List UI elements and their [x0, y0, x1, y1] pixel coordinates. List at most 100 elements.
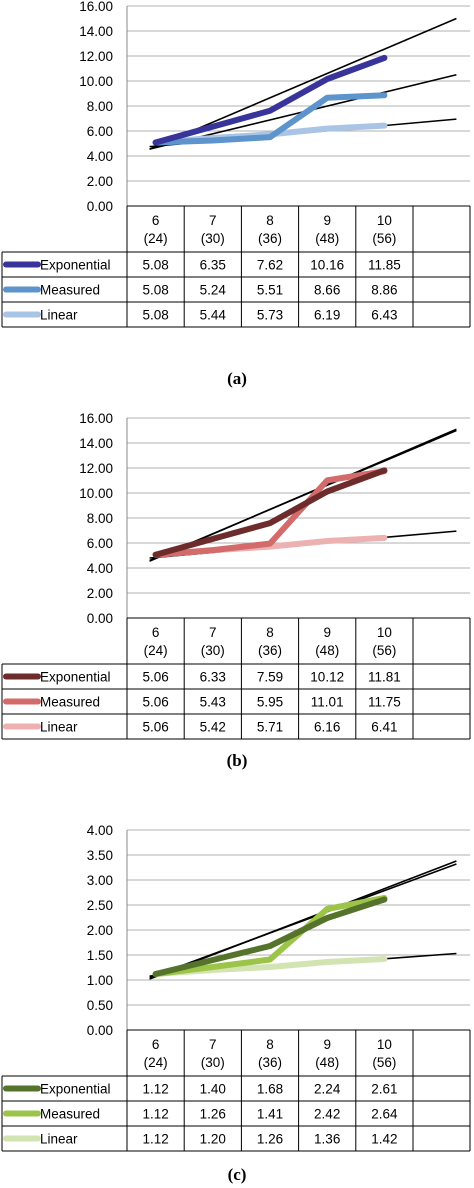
- data-value-label: 5.06: [142, 720, 168, 735]
- figure-caption: (c): [228, 1165, 247, 1184]
- category-label: 6: [152, 1037, 160, 1052]
- data-value-label: 5.06: [142, 670, 168, 685]
- data-value-label: 1.12: [142, 1132, 168, 1147]
- data-value-label: 6.19: [314, 308, 340, 323]
- category-sublabel: (30): [201, 643, 225, 658]
- y-tick-label: 10.00: [79, 74, 113, 89]
- y-tick-label: 2.00: [87, 586, 113, 601]
- data-value-label: 5.08: [142, 283, 168, 298]
- y-tick-label: 10.00: [79, 486, 113, 501]
- data-value-label: 5.73: [257, 308, 283, 323]
- trendline: [149, 429, 457, 562]
- y-tick-label: 1.00: [87, 973, 113, 988]
- y-tick-label: 6.00: [87, 124, 113, 139]
- data-value-label: 5.42: [200, 720, 226, 735]
- data-value-label: 1.68: [257, 1082, 283, 1097]
- category-sublabel: (24): [144, 643, 168, 658]
- y-tick-label: 0.00: [87, 199, 113, 214]
- category-label: 9: [323, 625, 331, 640]
- y-tick-label: 4.00: [87, 823, 113, 838]
- data-value-label: 1.42: [371, 1132, 397, 1147]
- data-value-label: 1.36: [314, 1132, 340, 1147]
- y-tick-label: 8.00: [87, 99, 113, 114]
- chart-panel-1: 0.00 2.00 4.00 6.00 8.00 10.00 12.00 14.00 16.00…: [1, 0, 471, 388]
- y-tick-label: 16.00: [79, 0, 113, 14]
- legend-label: Measured: [40, 1107, 100, 1122]
- category-sublabel: (30): [201, 231, 225, 246]
- category-label: 6: [152, 625, 160, 640]
- legend-label: Linear: [40, 308, 78, 323]
- data-value-label: 1.12: [142, 1107, 168, 1122]
- data-value-label: 5.71: [257, 720, 283, 735]
- category-label: 10: [377, 213, 392, 228]
- data-value-label: 1.26: [200, 1107, 226, 1122]
- data-value-label: 6.35: [200, 258, 226, 273]
- y-tick-label: 12.00: [79, 461, 113, 476]
- data-value-label: 6.41: [371, 720, 397, 735]
- y-tick-label: 2.00: [87, 923, 113, 938]
- category-sublabel: (36): [258, 231, 282, 246]
- y-tick-label: 14.00: [79, 24, 113, 39]
- category-sublabel: (56): [372, 643, 396, 658]
- category-label: 10: [377, 625, 392, 640]
- legend-label: Exponential: [40, 258, 111, 273]
- category-label: 9: [323, 213, 331, 228]
- category-sublabel: (56): [372, 231, 396, 246]
- data-value-label: 11.85: [368, 258, 401, 273]
- chart-panel-3: 0.00 0.50 1.00 1.50 2.00 2.50 3.00 3.50 4.00 6 (24…: [1, 823, 471, 1184]
- data-value-label: 11.75: [368, 695, 401, 710]
- series-line-measured: [152, 468, 388, 558]
- category-label: 8: [266, 1037, 274, 1052]
- data-value-label: 2.42: [314, 1107, 340, 1122]
- data-value-label: 10.12: [310, 670, 344, 685]
- chart-panel-2: 0.00 2.00 4.00 6.00 8.00 10.00 12.00 14.00 16.00…: [1, 411, 471, 770]
- data-value-label: 5.08: [142, 258, 168, 273]
- category-label: 7: [209, 625, 217, 640]
- data-value-label: 8.66: [314, 283, 340, 298]
- y-tick-label: 3.50: [87, 848, 113, 863]
- category-sublabel: (48): [315, 231, 339, 246]
- category-sublabel: (56): [372, 1055, 396, 1070]
- category-label: 6: [152, 213, 160, 228]
- y-tick-label: 4.00: [87, 561, 113, 576]
- category-sublabel: (36): [258, 643, 282, 658]
- category-sublabel: (48): [315, 643, 339, 658]
- legend-label: Exponential: [40, 670, 111, 685]
- category-label: 7: [209, 1037, 217, 1052]
- y-tick-label: 0.00: [87, 611, 113, 626]
- y-tick-label: 14.00: [79, 436, 113, 451]
- data-value-label: 5.95: [257, 695, 283, 710]
- y-tick-label: 12.00: [79, 49, 113, 64]
- data-value-label: 7.62: [257, 258, 283, 273]
- series-line-exponential: [152, 54, 388, 146]
- series-line-exponential: [152, 467, 388, 558]
- data-value-label: 6.33: [200, 670, 226, 685]
- y-tick-label: 6.00: [87, 536, 113, 551]
- category-sublabel: (48): [315, 1055, 339, 1070]
- legend-label: Exponential: [40, 1082, 111, 1097]
- y-tick-label: 3.00: [87, 873, 113, 888]
- y-tick-label: 0.50: [87, 998, 113, 1013]
- y-tick-label: 16.00: [79, 411, 113, 426]
- legend-label: Measured: [40, 283, 100, 298]
- trendline: [149, 863, 457, 979]
- data-value-label: 5.44: [200, 308, 227, 323]
- y-tick-label: 4.00: [87, 149, 113, 164]
- data-value-label: 5.06: [142, 695, 168, 710]
- category-label: 8: [266, 213, 274, 228]
- y-tick-label: 8.00: [87, 511, 113, 526]
- data-value-label: 11.01: [311, 695, 344, 710]
- y-tick-label: 0.00: [87, 1023, 113, 1038]
- data-value-label: 5.51: [257, 283, 283, 298]
- y-tick-label: 2.00: [87, 174, 113, 189]
- data-value-label: 2.61: [371, 1082, 397, 1097]
- category-sublabel: (30): [201, 1055, 225, 1070]
- data-value-label: 2.64: [371, 1107, 398, 1122]
- category-label: 10: [377, 1037, 392, 1052]
- data-value-label: 1.41: [257, 1107, 283, 1122]
- data-value-label: 1.12: [142, 1082, 168, 1097]
- data-value-label: 6.43: [371, 308, 397, 323]
- figure-caption: (a): [227, 369, 247, 388]
- y-tick-label: 1.50: [87, 948, 113, 963]
